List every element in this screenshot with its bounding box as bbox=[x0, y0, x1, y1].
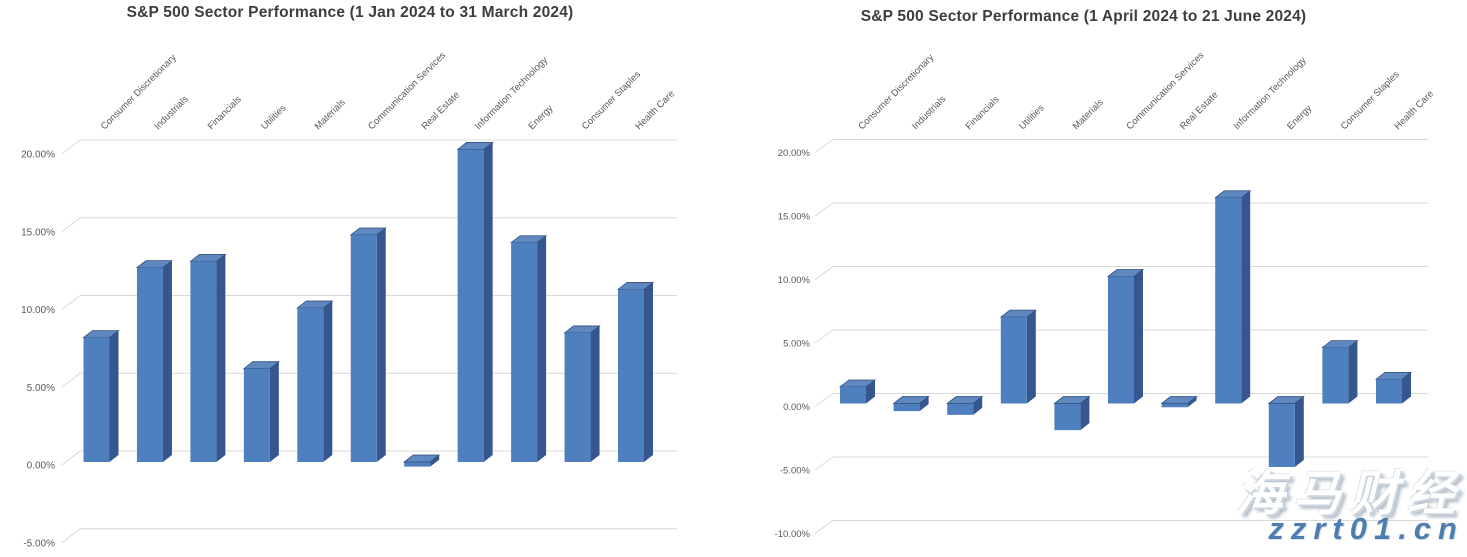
bar-health-care bbox=[1374, 371, 1413, 404]
bar-communication-services bbox=[349, 227, 387, 462]
gridline-depth-tick bbox=[61, 528, 81, 544]
category-label: Financials bbox=[206, 94, 244, 132]
bar-consumer-discretionary bbox=[82, 330, 120, 462]
category-label: Real Estate bbox=[1178, 90, 1221, 133]
gridline-depth-tick bbox=[61, 450, 81, 466]
gridline-depth-tick bbox=[814, 329, 834, 344]
bar-industrials bbox=[892, 396, 930, 412]
bar-consumer-discretionary bbox=[838, 379, 877, 404]
gridline-depth-tick bbox=[814, 202, 834, 217]
bar-materials bbox=[296, 300, 334, 462]
category-label: Financials bbox=[964, 94, 1002, 132]
y-axis-tick-label: 20.00% bbox=[778, 148, 811, 159]
y-axis-tick-label: 5.00% bbox=[783, 339, 810, 350]
bar-health-care bbox=[616, 281, 655, 462]
bar-real-estate bbox=[403, 454, 441, 467]
bar-real-estate bbox=[1160, 396, 1198, 408]
category-label: Utilities bbox=[259, 103, 289, 133]
bar-consumer-staples bbox=[1321, 340, 1359, 404]
category-label: Health Care bbox=[1392, 88, 1436, 132]
bar-financials bbox=[189, 254, 227, 462]
category-label: Materials bbox=[1071, 97, 1106, 132]
y-axis-tick-label: 10.00% bbox=[21, 305, 55, 316]
bar-financials bbox=[946, 396, 984, 415]
category-label: Energy bbox=[1285, 103, 1314, 132]
gridline-depth-tick bbox=[814, 456, 834, 471]
y-axis-tick-label: 15.00% bbox=[778, 212, 811, 223]
bar-consumer-staples bbox=[563, 325, 601, 462]
y-axis-tick-label: 15.00% bbox=[21, 227, 55, 238]
gridline-depth-tick bbox=[61, 217, 81, 233]
bar-utilities bbox=[999, 309, 1037, 404]
category-label: Consumer Staples bbox=[580, 69, 643, 132]
category-label: Consumer Staples bbox=[1339, 69, 1402, 132]
category-label: Industrials bbox=[910, 94, 949, 133]
y-axis-tick-label: 10.00% bbox=[778, 275, 811, 286]
bar-information-technology bbox=[456, 142, 494, 462]
category-label: Utilities bbox=[1017, 103, 1047, 133]
bar-information-technology bbox=[1214, 190, 1252, 404]
y-axis-tick-label: -5.00% bbox=[780, 466, 811, 477]
bar-utilities bbox=[242, 361, 281, 462]
category-label: Industrials bbox=[152, 94, 191, 133]
gridline-depth-tick bbox=[814, 139, 834, 153]
category-label: Energy bbox=[526, 103, 555, 132]
bar-energy bbox=[509, 235, 548, 462]
bar-materials bbox=[1053, 396, 1091, 431]
watermark-brand-text: 海马财经 bbox=[1235, 468, 1464, 521]
y-axis-tick-label: 0.00% bbox=[783, 402, 810, 413]
y-axis-tick-label: 20.00% bbox=[21, 150, 55, 161]
gridline-depth-tick bbox=[814, 520, 834, 534]
gridline-depth-tick bbox=[61, 372, 81, 388]
gridline-depth-tick bbox=[814, 266, 834, 280]
category-label: Materials bbox=[313, 97, 348, 132]
category-label: Health Care bbox=[633, 88, 677, 132]
y-axis-tick-label: 0.00% bbox=[27, 461, 55, 472]
category-label: Real Estate bbox=[420, 90, 463, 133]
gridline-depth-tick bbox=[61, 139, 81, 155]
left-chart-plot: 20.00% 15.00% 10.00% 5.00% 0.00% -5.00% Consum… bbox=[21, 50, 677, 549]
y-axis-tick-label: -10.00% bbox=[775, 529, 811, 540]
left-chart-title: S&P 500 Sector Performance (1 Jan 2024 t… bbox=[126, 4, 574, 21]
gridline-depth-tick bbox=[61, 295, 81, 310]
right-chart-title: S&P 500 Sector Performance (1 April 2024… bbox=[860, 8, 1307, 25]
gridline-depth-tick bbox=[814, 393, 834, 407]
bar-communication-services bbox=[1106, 269, 1145, 404]
bar-energy bbox=[1267, 396, 1305, 467]
y-axis-tick-label: -5.00% bbox=[23, 538, 55, 549]
bar-industrials bbox=[135, 260, 174, 462]
watermark-site-text: zzrt01.cn bbox=[1268, 511, 1464, 546]
y-axis-tick-label: 5.00% bbox=[27, 383, 55, 394]
